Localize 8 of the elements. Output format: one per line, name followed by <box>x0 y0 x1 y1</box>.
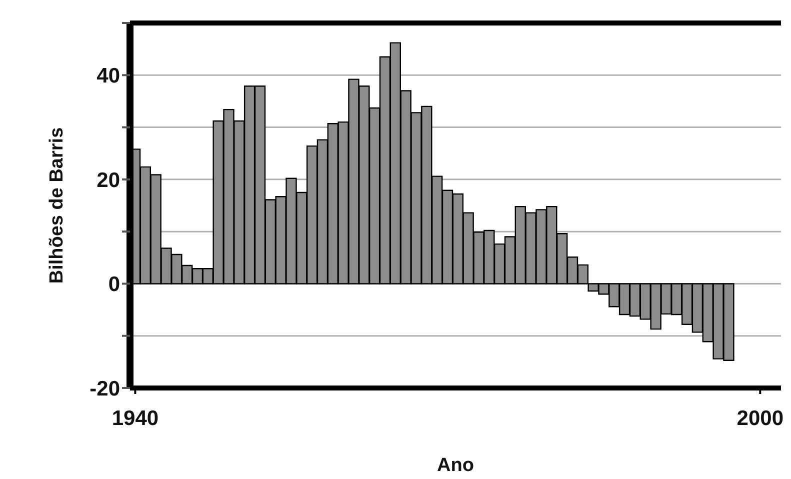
y-axis-title: Bilhões de Barris <box>46 127 68 284</box>
y-tick-label: 40 <box>96 64 120 88</box>
y-tick-label: 20 <box>96 168 120 192</box>
y-tick-label: -20 <box>90 377 120 400</box>
x-tick-label: 1940 <box>112 406 159 430</box>
x-axis-title: Ano <box>437 455 474 476</box>
y-tick-label: 0 <box>108 273 120 296</box>
x-tick-label: 2000 <box>736 406 784 430</box>
